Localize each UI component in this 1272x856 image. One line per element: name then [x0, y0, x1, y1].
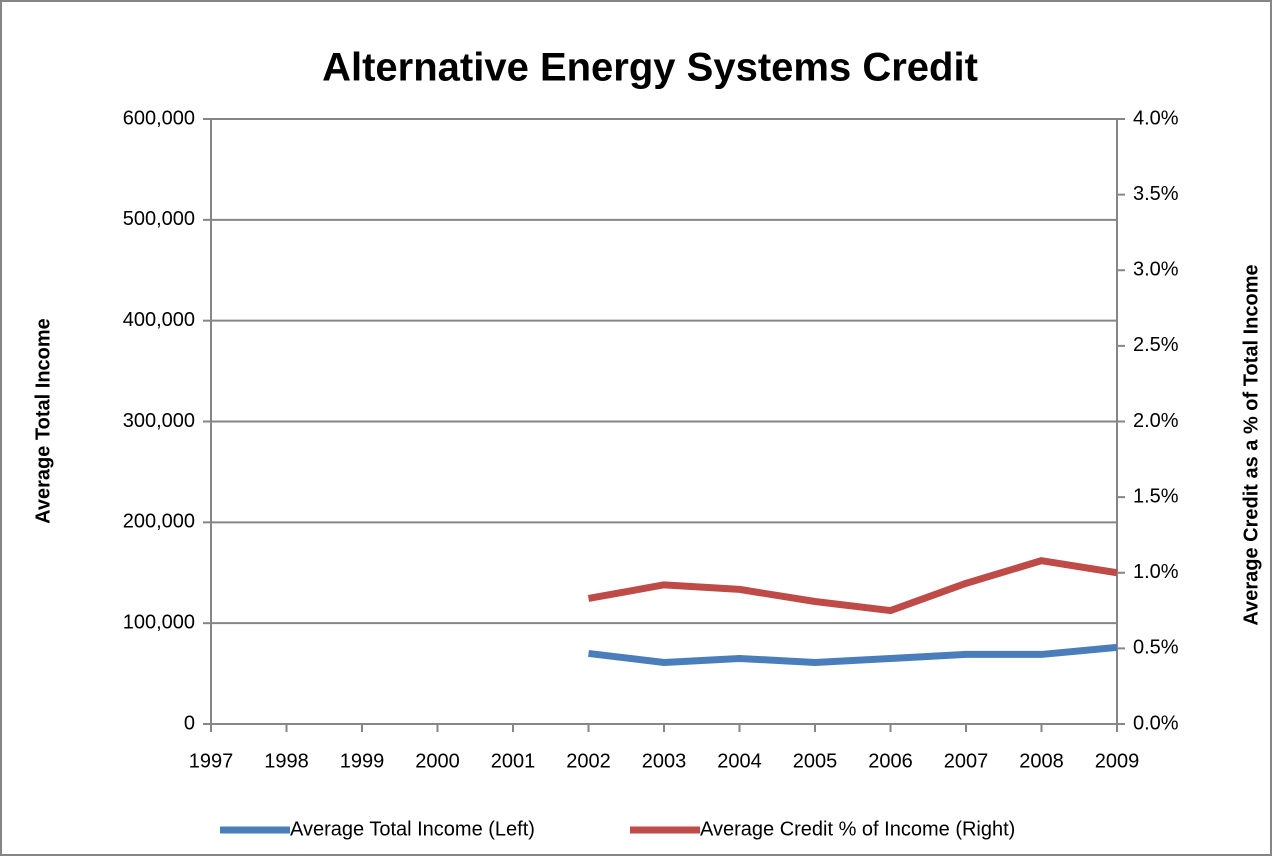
y2-tick-label: 2.0% [1133, 410, 1179, 432]
x-tick-label: 2007 [944, 750, 989, 772]
y-tick-label: 600,000 [123, 107, 195, 129]
y2-tick-label: 0.0% [1133, 712, 1179, 734]
x-tick-label: 1997 [189, 750, 234, 772]
y-tick-label: 100,000 [123, 611, 195, 633]
x-tick-label: 2001 [491, 750, 536, 772]
x-tick-label: 2004 [717, 750, 762, 772]
y2-tick-label: 4.0% [1133, 107, 1179, 129]
y-tick-label: 400,000 [123, 309, 195, 331]
y2-tick-label: 0.5% [1133, 637, 1179, 659]
y-tick-label: 0 [184, 712, 195, 734]
y-tick-label: 300,000 [123, 410, 195, 432]
x-tick-label: 2003 [642, 750, 687, 772]
y2-tick-label: 1.5% [1133, 485, 1179, 507]
series-line [587, 557, 1118, 615]
y-tick-label: 500,000 [123, 208, 195, 230]
x-tick-label: 2002 [566, 750, 611, 772]
y-tick-label: 200,000 [123, 511, 195, 533]
x-tick-label: 2006 [868, 750, 913, 772]
legend-label: Average Total Income (Left) [290, 818, 535, 840]
series-line [588, 643, 1118, 666]
x-tick-label: 2000 [415, 750, 460, 772]
x-tick-label: 1999 [340, 750, 385, 772]
y2-tick-label: 3.0% [1133, 259, 1179, 281]
legend-label: Average Credit % of Income (Right) [700, 818, 1015, 840]
y2-tick-label: 3.5% [1133, 183, 1179, 205]
chart-title: Alternative Energy Systems Credit [322, 46, 978, 90]
y-axis-title: Average Total Income [32, 318, 54, 524]
y2-tick-label: 2.5% [1133, 334, 1179, 356]
x-tick-label: 2008 [1019, 750, 1064, 772]
x-tick-label: 1998 [264, 750, 309, 772]
x-tick-label: 2005 [793, 750, 838, 772]
y2-tick-label: 1.0% [1133, 561, 1179, 583]
x-tick-label: 2009 [1095, 750, 1140, 772]
y2-axis-title: Average Credit as a % of Total Income [1240, 264, 1262, 625]
